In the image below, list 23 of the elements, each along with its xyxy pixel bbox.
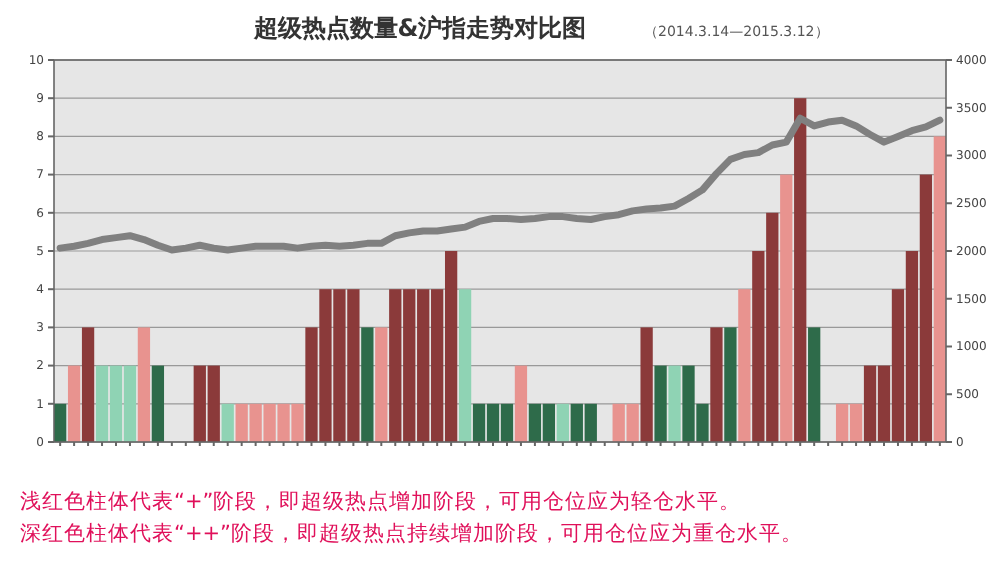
- line-series: [56, 114, 944, 254]
- bar: [221, 403, 234, 442]
- bar: [640, 327, 653, 442]
- text: 深红色柱体代表“++”阶段，即超级热点持续增加阶段，可用仓位应为重仓水平。: [20, 520, 803, 546]
- bar: [67, 365, 81, 442]
- bar: [668, 365, 681, 442]
- bar: [710, 327, 723, 442]
- bar: [556, 403, 569, 442]
- bar: [375, 327, 388, 442]
- bar: [780, 174, 793, 442]
- bar: [808, 327, 821, 442]
- text: 浅红色柱体代表“+”阶段，即超级热点增加阶段，可用仓位应为轻仓水平。: [20, 488, 742, 514]
- bar: [458, 289, 472, 442]
- chart-title: 超级热点数量&沪指走势对比图: [251, 14, 587, 42]
- bar: [724, 327, 737, 442]
- bar: [81, 327, 95, 442]
- bar: [654, 365, 667, 442]
- bar: [137, 327, 151, 442]
- bar: [738, 289, 751, 442]
- bar: [794, 98, 807, 442]
- bar: [361, 327, 374, 442]
- bar: [151, 365, 165, 442]
- bar: [514, 365, 528, 442]
